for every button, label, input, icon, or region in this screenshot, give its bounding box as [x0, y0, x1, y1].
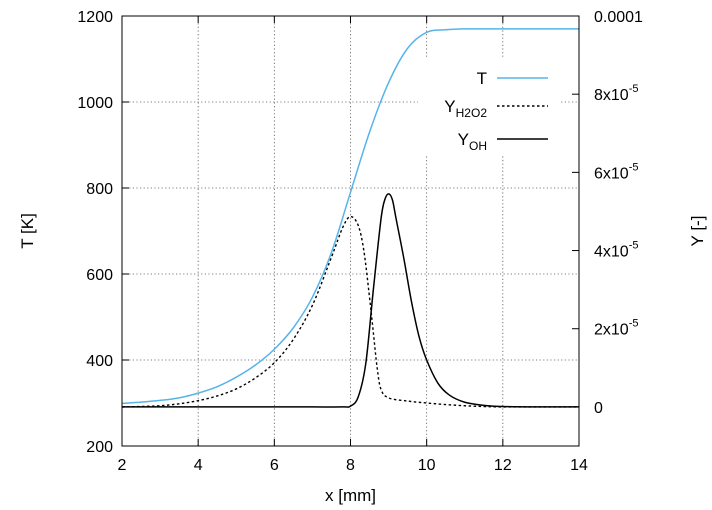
right-y-tick-base: 0	[594, 400, 603, 417]
right-y-tick-base: 8x10	[594, 87, 629, 104]
left-y-axis-title: T [K]	[18, 213, 37, 249]
right-y-tick-exponent: -5	[629, 240, 639, 252]
series-Y-OH-line	[122, 193, 580, 408]
left-y-tick-label: 1200	[77, 9, 113, 26]
right-y-tick-base: 2x10	[594, 322, 629, 339]
x-tick-label: 8	[346, 457, 355, 474]
axis-ticks: 2 4 6 8 10 12 142004006008001000120002x10-54x1…	[77, 9, 643, 474]
legend-label-2: YH2O2	[444, 97, 487, 120]
right-y-tick-exponent: -5	[629, 83, 639, 95]
legend-label-text: T	[477, 69, 487, 88]
left-y-tick-label: 600	[86, 267, 113, 284]
x-axis-title: x [mm]	[325, 486, 376, 505]
right-y-tick-base: 6x10	[594, 165, 629, 182]
plot-series	[121, 28, 580, 408]
legend-label-subscript: OH	[469, 139, 487, 153]
legend-label-3: YOH	[458, 130, 487, 153]
x-tick-label: 10	[418, 457, 436, 474]
x-tick-label: 14	[570, 457, 588, 474]
legend-background	[418, 58, 560, 156]
x-tick-label: 6	[270, 457, 279, 474]
legend-label-base: Y	[458, 130, 469, 149]
right-y-tick-label: 0	[594, 400, 603, 417]
right-y-tick-label: 6x10-5	[594, 161, 638, 182]
left-y-tick-label: 1000	[77, 95, 113, 112]
series-T-line	[121, 28, 579, 405]
right-y-tick-exponent: -5	[629, 318, 639, 330]
x-tick-label: 4	[194, 457, 203, 474]
legend-label-1: T	[477, 69, 487, 88]
x-tick-label: 12	[494, 457, 512, 474]
right-y-tick-exponent: -5	[629, 161, 639, 173]
right-y-tick-base: 0.0001	[594, 9, 643, 26]
legend-label-subscript: H2O2	[456, 106, 488, 120]
x-tick-label: 2	[118, 457, 127, 474]
legend-label-base: Y	[444, 97, 455, 116]
left-y-tick-label: 800	[86, 181, 113, 198]
right-y-tick-label: 4x10-5	[594, 240, 638, 261]
left-y-tick-label: 200	[86, 439, 113, 456]
right-y-tick-base: 4x10	[594, 244, 629, 261]
series-Y-H2O2-line	[121, 215, 579, 408]
right-y-tick-label: 2x10-5	[594, 318, 638, 339]
right-y-tick-label: 0.0001	[594, 9, 643, 26]
right-y-axis-title: Y [-]	[688, 216, 707, 247]
right-y-tick-label: 8x10-5	[594, 83, 638, 104]
left-y-tick-label: 400	[86, 353, 113, 370]
grid	[122, 16, 579, 446]
